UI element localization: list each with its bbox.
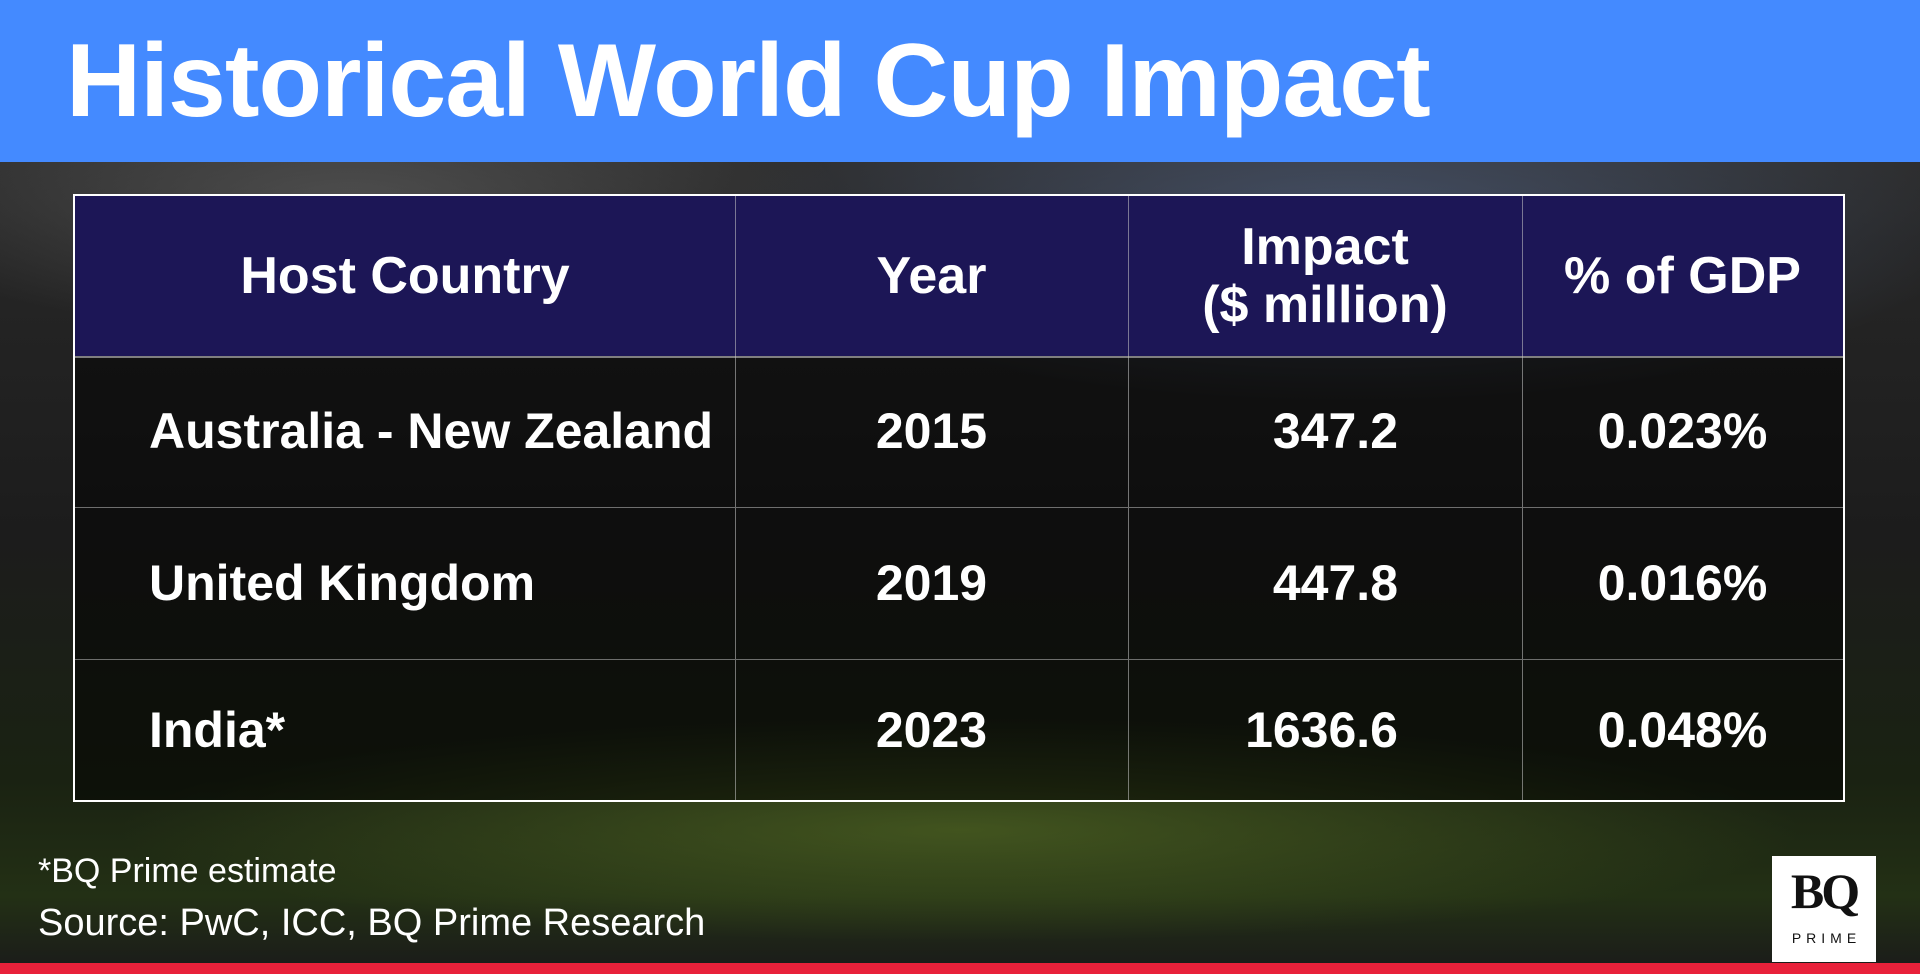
impact-table: Host Country Year Impact ($ million) % o… <box>73 194 1845 802</box>
cell-gdp-share: 0.016% <box>1597 555 1768 611</box>
header-impact: Impact ($ million) <box>1202 218 1448 334</box>
cell-impact: 447.8 <box>1272 555 1398 611</box>
cell-gdp-share: 0.048% <box>1597 702 1768 758</box>
source-note: Source: PwC, ICC, BQ Prime Research <box>38 902 706 944</box>
column-divider <box>735 356 736 507</box>
column-divider <box>1128 660 1129 800</box>
table-row: United Kingdom 2019 447.8 0.016% <box>75 508 1843 660</box>
cell-impact: 1636.6 <box>1245 702 1398 758</box>
column-divider <box>735 508 736 659</box>
table-header-row: Host Country Year Impact ($ million) % o… <box>75 196 1843 358</box>
header-host-country: Host Country <box>240 247 570 305</box>
cell-impact: 347.2 <box>1272 403 1398 459</box>
page-title: Historical World Cup Impact <box>66 23 1431 139</box>
logo-subtitle: PRIME <box>1791 930 1862 946</box>
table-row: Australia - New Zealand 2015 347.2 0.023… <box>75 356 1843 508</box>
bq-prime-logo: BQ PRIME <box>1772 856 1876 962</box>
header-year: Year <box>876 247 987 305</box>
column-divider <box>1522 508 1523 659</box>
table-row: India* 2023 1636.6 0.048% <box>75 660 1843 800</box>
column-divider <box>1128 356 1129 507</box>
column-divider <box>735 196 736 356</box>
cell-host-country: Australia - New Zealand <box>149 403 714 459</box>
column-divider <box>1522 660 1523 800</box>
cell-year: 2015 <box>875 403 988 459</box>
logo-wordmark: BQ <box>1790 863 1860 919</box>
bottom-accent-bar <box>0 963 1920 974</box>
cell-host-country: United Kingdom <box>149 555 536 611</box>
cell-year: 2023 <box>875 702 988 758</box>
cell-year: 2019 <box>875 555 988 611</box>
column-divider <box>735 660 736 800</box>
column-divider <box>1522 196 1523 356</box>
title-band: Historical World Cup Impact <box>0 0 1920 162</box>
column-divider <box>1128 196 1129 356</box>
header-gdp-share: % of GDP <box>1564 247 1801 305</box>
cell-gdp-share: 0.023% <box>1597 403 1768 459</box>
column-divider <box>1522 356 1523 507</box>
column-divider <box>1128 508 1129 659</box>
estimate-footnote: *BQ Prime estimate <box>38 852 337 890</box>
cell-host-country: India* <box>149 702 286 758</box>
